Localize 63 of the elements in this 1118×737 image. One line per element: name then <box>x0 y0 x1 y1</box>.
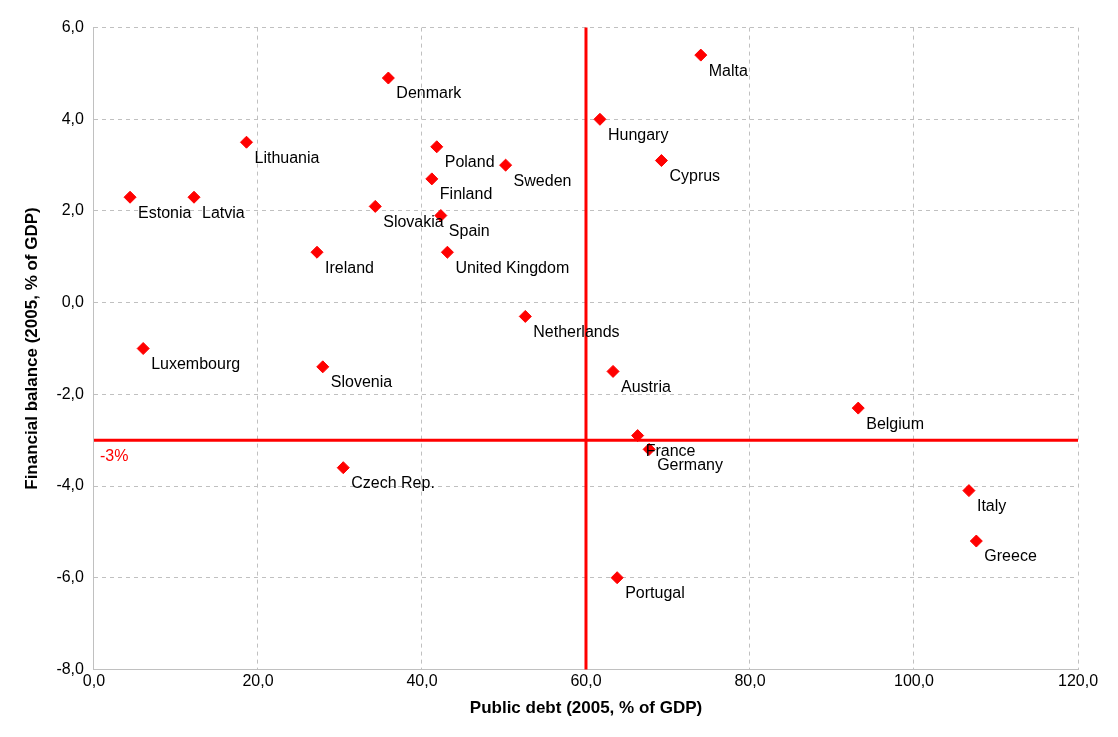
data-label: Finland <box>439 185 493 203</box>
point <box>425 172 439 186</box>
data-label: Cyprus <box>669 166 721 184</box>
y-axis-title: Financial balance (2005, % of GDP) <box>21 207 41 490</box>
x-tick-label: 100,0 <box>893 672 935 690</box>
y-tick-label: 0,0 <box>61 293 85 311</box>
data-label: Estonia <box>138 203 192 221</box>
data-label: Portugal <box>625 584 685 602</box>
y-tick-label: -2,0 <box>56 384 85 402</box>
point <box>381 71 395 85</box>
data-label: Slovenia <box>330 373 393 391</box>
point <box>969 534 983 548</box>
point <box>694 48 708 62</box>
x-tick-label: 60,0 <box>570 672 602 690</box>
point <box>593 112 607 126</box>
y-tick-label: -4,0 <box>56 476 85 494</box>
y-tick-label: 2,0 <box>61 201 85 219</box>
data-label: Slovakia <box>383 212 444 230</box>
data-label: Sweden <box>513 171 572 189</box>
data-label: Hungary <box>607 125 669 143</box>
x-tick-label: 120,0 <box>1057 672 1099 690</box>
data-label: Italy <box>976 497 1007 515</box>
point <box>310 245 324 259</box>
point <box>499 158 513 172</box>
point <box>518 309 532 323</box>
data-label: Latvia <box>202 203 245 221</box>
x-tick-label: 40,0 <box>406 672 438 690</box>
data-label: United Kingdom <box>455 258 570 276</box>
data-label: Spain <box>448 221 490 239</box>
data-label: Lithuania <box>254 148 320 166</box>
data-label: Austria <box>621 377 671 395</box>
ref-line-label: -3% <box>99 446 129 464</box>
y-tick-label: 6,0 <box>61 18 85 36</box>
data-label: Malta <box>708 61 749 79</box>
data-label: Denmark <box>396 84 463 102</box>
y-tick-label: -6,0 <box>56 568 85 586</box>
point <box>606 364 620 378</box>
data-label: Czech Rep. <box>351 474 435 492</box>
x-tick-label: 80,0 <box>734 672 766 690</box>
y-tick-label: -8,0 <box>56 659 85 677</box>
point <box>610 571 624 585</box>
point <box>240 135 253 149</box>
data-label: Ireland <box>325 258 374 276</box>
point <box>440 245 454 259</box>
point <box>962 484 976 498</box>
y-tick-label: 4,0 <box>61 109 85 127</box>
x-axis-title: Public debt (2005, % of GDP) <box>469 698 703 718</box>
data-label: Greece <box>984 547 1037 565</box>
point <box>316 360 330 374</box>
x-tick-label: 0,0 <box>82 672 106 690</box>
point <box>368 199 382 213</box>
data-label: Belgium <box>866 414 925 432</box>
point <box>123 190 137 204</box>
point <box>336 461 350 475</box>
data-label: Poland <box>444 153 495 171</box>
point <box>851 401 865 415</box>
data-label: Luxembourg <box>151 354 241 372</box>
point <box>136 342 150 355</box>
point <box>187 190 201 204</box>
x-tick-label: 20,0 <box>242 672 274 690</box>
point <box>654 154 668 168</box>
point <box>430 140 444 154</box>
data-label: Germany <box>657 455 723 473</box>
